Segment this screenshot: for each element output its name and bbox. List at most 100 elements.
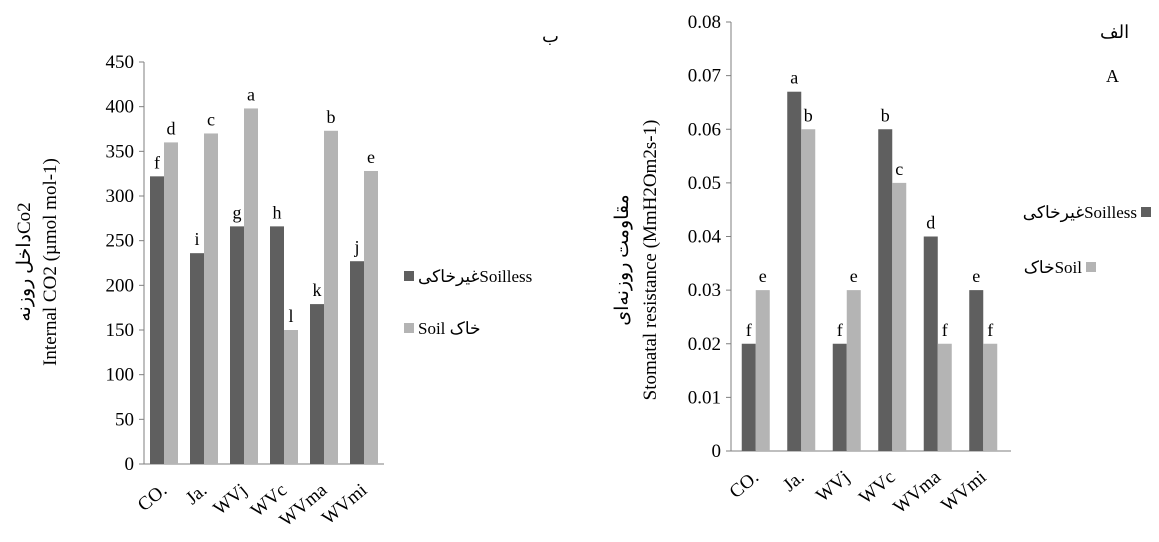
chart-1-legend-swatch-soil	[404, 323, 414, 333]
y-tick-label: 0	[712, 441, 722, 462]
bar-letter-label: d	[926, 213, 935, 233]
chart-2-corner-label: الف	[1100, 22, 1129, 42]
chart-1-corner-label: ب	[542, 26, 559, 46]
bar-soilless-co	[150, 176, 164, 464]
bar-letter-label: g	[233, 202, 242, 222]
bar-letter-label: l	[288, 306, 293, 326]
x-category-label: Ja.	[182, 480, 211, 509]
bar-letter-label: b	[804, 105, 813, 125]
bar-soilless-wvmi	[969, 290, 984, 451]
y-tick-label: 0.07	[688, 66, 721, 87]
bar-soil-wvj	[244, 108, 258, 464]
bar-soilless-wvj	[832, 343, 847, 451]
y-tick-label: 0.01	[688, 387, 721, 408]
bar-soil-wvma	[324, 130, 338, 464]
bar-soilless-wvma	[310, 304, 324, 464]
y-tick-label: 0.05	[688, 173, 721, 194]
bar-soilless-ja	[190, 253, 204, 464]
bar-letter-label: i	[194, 229, 199, 249]
y-tick-label: 0.02	[688, 334, 721, 355]
chart-1-plot-area: 0 50 100 150 200 250 300 350 400 450 fd CO. i c Ja. g a W…	[106, 52, 384, 531]
chart-2-corner-label-2: A	[1106, 66, 1119, 86]
bar-soil-wvmi	[364, 170, 378, 464]
bar-letter-label: k	[313, 280, 322, 300]
chart-1-legend-soilless: غیرخاکیSoilless	[418, 267, 532, 287]
chart-2-y-label-en: Stomatal resistance (MmH2Om2s-1)	[640, 120, 661, 401]
bar-letter-label: f	[154, 152, 160, 172]
bar-soil-ja	[204, 133, 218, 464]
bar-soilless-ja	[787, 91, 802, 452]
bar-soil-co	[755, 290, 770, 451]
bar-soil-wvma	[937, 343, 952, 451]
chart-2-legend-soilless: غیرخاکیSoilless	[1023, 203, 1137, 223]
chart-1-y-label-en: Internal CO2 (µmol mol-1)	[40, 158, 61, 366]
y-tick-label: 0	[125, 454, 135, 475]
bar-letter-label: c	[895, 159, 903, 179]
chart-1-legend-swatch-soilless	[404, 271, 414, 281]
y-tick-label: 400	[106, 97, 135, 118]
bar-letter-label: f	[942, 320, 948, 340]
bar-letter-label: f	[837, 320, 843, 340]
y-tick-label: 0.06	[688, 119, 721, 140]
bar-letter-label: e	[972, 266, 980, 286]
bar-soilless-wvc	[878, 129, 893, 451]
y-tick-label: 350	[106, 141, 135, 162]
x-category-label: WVma	[889, 466, 945, 518]
x-category-label: WVmi	[937, 467, 990, 516]
chart-2-y-axis-title: مقاومت روزنه‌ای Stomatal resistance (MmH…	[612, 120, 661, 401]
bar-letter-label: b	[327, 107, 336, 127]
bar-soilless-wvj	[230, 226, 244, 464]
bar-letter-label: h	[273, 202, 282, 222]
chart-internal-co2: ب 0 50 100 150 200 250 300 350 400 450 fd CO. i c Ja. g…	[14, 26, 559, 531]
bar-letter-label: b	[881, 105, 890, 125]
chart-2-plot-area: 00.010.020.030.040.050.060.070.08feCO.ab…	[688, 12, 1011, 518]
bar-letter-label: e	[759, 266, 767, 286]
x-category-label: Ja.	[779, 467, 808, 496]
bar-letter-label: c	[207, 109, 215, 129]
chart-2-legend-soil: خاکSoil	[1024, 258, 1083, 277]
bar-soil-ja	[801, 129, 816, 451]
y-tick-label: 100	[106, 365, 135, 386]
bar-soilless-co	[741, 343, 756, 451]
chart-2-legend: غیرخاکیSoilless خاکSoil	[1023, 203, 1151, 277]
y-tick-label: 200	[106, 275, 135, 296]
chart-1-legend: غیرخاکیSoilless Soil خاک	[404, 267, 532, 338]
x-category-label: WVma	[276, 479, 332, 531]
bar-letter-label: j	[353, 237, 359, 257]
y-tick-label: 150	[106, 320, 135, 341]
chart-stomatal-resistance: الف A 0 0.01 0.02 0.03 0.04 0.05 0.06 0.07 0.08 f…	[612, 12, 1151, 518]
y-tick-label: 0.04	[688, 227, 722, 248]
bar-soil-wvj	[846, 290, 861, 451]
chart-1-legend-soil: Soil خاک	[418, 319, 481, 338]
bar-soil-wvmi	[983, 343, 998, 451]
bar-letter-label: e	[367, 147, 375, 167]
x-category-label: WVmi	[318, 480, 371, 529]
bar-soilless-wvmi	[350, 261, 364, 464]
bar-soilless-wvc	[270, 226, 284, 464]
bar-letter-label: d	[167, 118, 176, 138]
chart-1-y-axis-title: داخل روزنهCo2 Internal CO2 (µmol mol-1)	[14, 158, 61, 366]
bar-soil-wvc	[284, 330, 298, 464]
chart-1-y-label-fa: داخل روزنهCo2	[14, 202, 35, 321]
x-category-label: WVj	[812, 467, 854, 507]
bar-letter-label: a	[790, 68, 798, 88]
y-tick-label: 250	[106, 231, 135, 252]
y-tick-label: 50	[115, 409, 134, 430]
bar-letter-label: a	[247, 84, 255, 104]
bar-soil-co	[164, 142, 178, 464]
chart-2-legend-swatch-soilless	[1141, 207, 1151, 217]
y-tick-label: 300	[106, 186, 135, 207]
bar-letter-label: f	[746, 320, 752, 340]
x-category-label: WVj	[209, 480, 251, 520]
x-category-label: CO.	[726, 467, 763, 503]
y-tick-label: 0.03	[688, 280, 721, 301]
bar-soil-wvc	[892, 182, 907, 451]
chart-2-y-label-fa: مقاومت روزنه‌ای	[612, 194, 633, 326]
chart-2-legend-swatch-soil	[1086, 262, 1096, 272]
y-tick-label: 450	[106, 52, 135, 73]
bar-letter-label: e	[850, 266, 858, 286]
y-tick-label: 0.08	[688, 12, 721, 33]
bar-letter-label: f	[987, 320, 993, 340]
x-category-label: CO.	[134, 480, 171, 516]
